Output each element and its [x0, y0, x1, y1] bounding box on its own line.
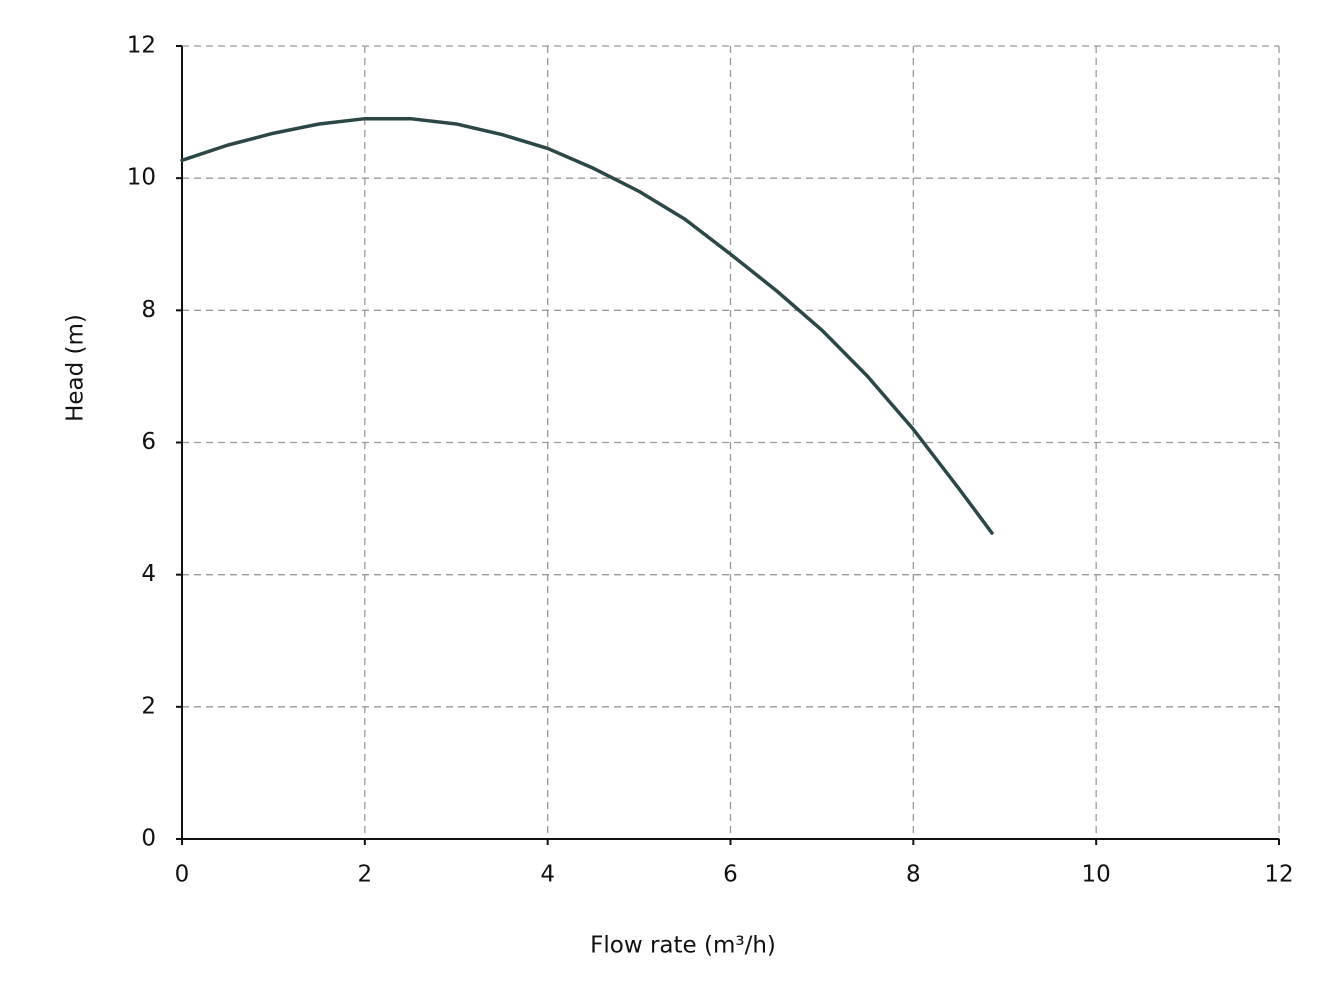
- line: [180, 116, 994, 535]
- x-tick-label: 10: [1082, 862, 1111, 888]
- y-tick-label: 0: [141, 826, 156, 852]
- x-tick-label: 8: [906, 862, 921, 888]
- x-tick-label: 0: [175, 862, 190, 888]
- x-tick-label: 6: [723, 862, 738, 888]
- x-tick-label: 2: [358, 862, 373, 888]
- y-tick-label: 10: [127, 165, 156, 191]
- y-tick-label: 8: [141, 297, 156, 323]
- x-tick-label: 12: [1264, 862, 1293, 888]
- y-tick-label: 2: [141, 693, 156, 719]
- x-tick-label: 4: [540, 862, 555, 888]
- x-axis-label: Flow rate (m³/h): [590, 933, 776, 959]
- y-tick-label: 4: [141, 561, 156, 587]
- y-tick-label: 12: [127, 33, 156, 59]
- y-tick-label: 6: [141, 429, 156, 455]
- y-axis-label: Head (m): [63, 314, 89, 422]
